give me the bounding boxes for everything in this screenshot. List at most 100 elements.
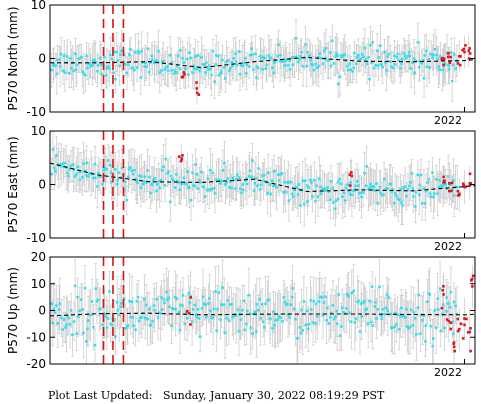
- data-point: [240, 191, 243, 195]
- data-point: [61, 328, 65, 331]
- data-point: [333, 207, 337, 211]
- data-point: [369, 182, 372, 186]
- data-point: [185, 182, 188, 186]
- data-point: [261, 320, 265, 323]
- data-point: [109, 171, 113, 175]
- data-point: [300, 50, 303, 54]
- data-point: [193, 67, 196, 70]
- recent-points-north: [180, 44, 472, 96]
- data-point: [149, 191, 152, 195]
- data-point: [302, 203, 306, 206]
- data-point: [176, 54, 180, 58]
- data-point: [280, 60, 284, 63]
- data-point: [298, 326, 302, 329]
- data-point: [85, 174, 88, 177]
- data-point: [88, 172, 91, 175]
- data-point: [78, 57, 82, 60]
- data-point: [345, 292, 349, 296]
- data-point: [185, 316, 189, 320]
- data-point: [441, 185, 445, 188]
- data-point: [421, 59, 425, 62]
- data-point: [66, 314, 69, 317]
- data-point: [358, 191, 361, 195]
- recent-point: [448, 61, 452, 65]
- data-point: [126, 324, 130, 327]
- data-point: [324, 56, 327, 60]
- data-point: [355, 56, 359, 59]
- data-point: [283, 300, 287, 304]
- data-point: [137, 51, 141, 55]
- data-point: [55, 72, 59, 76]
- data-point: [393, 311, 397, 315]
- data-point: [209, 309, 212, 313]
- data-point: [364, 184, 368, 188]
- data-point: [104, 167, 107, 171]
- data-point: [82, 162, 85, 166]
- data-point: [54, 64, 57, 67]
- data-point: [264, 67, 268, 70]
- data-point: [269, 192, 272, 196]
- data-point: [411, 61, 414, 64]
- data-point: [271, 66, 274, 70]
- data-point: [349, 320, 353, 323]
- data-point: [198, 69, 201, 73]
- data-point: [329, 51, 332, 54]
- data-point: [277, 43, 280, 47]
- data-point: [452, 179, 455, 182]
- data-point: [296, 336, 299, 340]
- recent-point: [180, 76, 184, 79]
- data-point: [226, 59, 230, 62]
- data-point: [349, 181, 352, 184]
- data-point: [426, 181, 429, 184]
- data-point: [395, 56, 399, 59]
- data-point: [350, 193, 354, 197]
- data-point: [196, 187, 200, 190]
- data-point: [75, 332, 79, 335]
- data-point: [305, 184, 309, 187]
- data-point: [250, 53, 254, 56]
- data-point: [393, 63, 397, 66]
- data-point: [423, 202, 427, 205]
- data-point: [336, 197, 340, 201]
- recent-point: [469, 181, 473, 185]
- data-point: [173, 186, 177, 189]
- data-point: [170, 68, 174, 72]
- data-point: [431, 171, 434, 174]
- recent-point: [441, 289, 445, 292]
- data-point: [185, 57, 189, 61]
- data-point: [426, 300, 429, 303]
- data-point: [141, 182, 145, 186]
- data-point: [215, 178, 218, 182]
- data-point: [115, 50, 119, 54]
- data-point: [132, 324, 135, 328]
- data-point: [143, 316, 147, 320]
- data-point: [72, 168, 76, 171]
- recent-point: [185, 309, 189, 313]
- data-point: [340, 306, 344, 310]
- data-point: [303, 179, 307, 183]
- data-point: [118, 53, 122, 57]
- data-point: [445, 296, 448, 299]
- data-point: [417, 193, 421, 196]
- data-point: [57, 308, 61, 311]
- last-updated-footer: Plot Last Updated: Sunday, January 30, 2…: [48, 389, 384, 402]
- recent-point: [446, 55, 450, 59]
- data-point: [173, 295, 177, 299]
- data-point: [323, 295, 327, 298]
- data-point: [310, 181, 313, 184]
- data-point: [147, 70, 151, 74]
- recent-point: [468, 330, 472, 334]
- data-point: [163, 68, 167, 71]
- recent-point: [469, 349, 472, 353]
- data-point: [299, 331, 303, 335]
- data-point: [84, 73, 87, 77]
- data-point: [191, 171, 194, 175]
- data-point: [69, 164, 73, 168]
- data-point: [52, 308, 56, 311]
- data-point: [427, 58, 431, 61]
- y-tick-label: 0: [38, 304, 46, 318]
- data-point: [354, 317, 358, 321]
- data-point: [441, 303, 445, 306]
- data-point: [254, 310, 257, 314]
- data-point: [58, 58, 61, 61]
